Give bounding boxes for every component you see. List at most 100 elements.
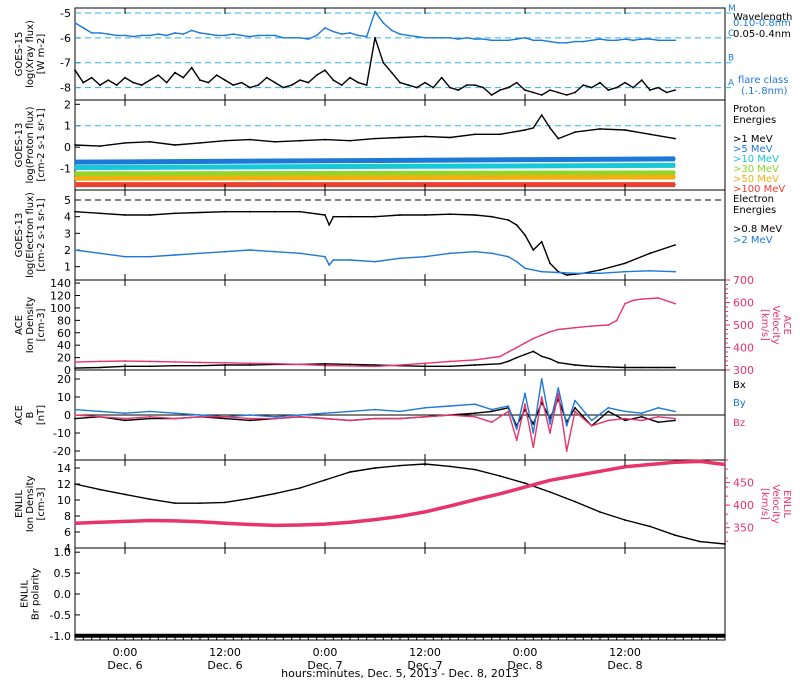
series-group	[74, 459, 726, 545]
data-point	[399, 464, 401, 467]
data-point	[324, 27, 326, 29]
data-point	[99, 521, 101, 524]
flare-level-label: B	[728, 54, 734, 64]
data-point	[540, 334, 543, 336]
x-tick-day: Dec. 8	[607, 659, 642, 672]
data-point	[499, 362, 501, 365]
y-tick-label: 2	[64, 244, 71, 257]
data-point	[424, 362, 426, 365]
data-point	[465, 84, 468, 86]
data-point	[607, 419, 610, 422]
data-point	[74, 483, 76, 485]
data-point	[557, 392, 560, 395]
data-point	[357, 34, 360, 37]
data-point	[282, 86, 285, 89]
data-point	[624, 270, 626, 273]
series-group	[74, 210, 676, 276]
data-point	[674, 534, 676, 537]
y-label-line: ENLIL	[14, 490, 25, 518]
data-point	[149, 519, 151, 522]
y-tick-label: -1	[60, 163, 71, 176]
y-tick-label: -6	[60, 32, 71, 45]
data-point	[432, 86, 435, 89]
data-point	[607, 39, 610, 42]
data-point	[457, 89, 460, 91]
data-point	[449, 136, 451, 139]
y-label-line: [W m-2]	[36, 34, 47, 75]
legend-title: Electron	[733, 194, 774, 205]
data-point	[349, 471, 351, 473]
y-axis-label: ENLIL Br polarity	[20, 568, 42, 620]
data-point	[199, 364, 201, 367]
data-point	[190, 29, 193, 32]
data-point	[474, 412, 476, 415]
data-point	[699, 540, 701, 543]
legend-title: Proton	[733, 104, 765, 115]
data-point	[624, 419, 626, 422]
data-point	[140, 84, 143, 86]
data-point	[532, 39, 535, 42]
y-tick-label: 100	[50, 302, 71, 315]
legend-entry: >2 MeV	[733, 235, 773, 246]
data-point	[649, 38, 651, 40]
data-point	[449, 36, 451, 39]
data-point	[357, 81, 360, 84]
data-point	[182, 76, 185, 79]
data-point	[490, 408, 493, 411]
series-group	[74, 114, 676, 188]
data-point	[549, 432, 551, 434]
data-point	[124, 34, 126, 37]
data-point	[557, 328, 560, 331]
data-point	[74, 361, 76, 363]
data-point	[557, 271, 560, 274]
y-label-line: GOES-13	[14, 123, 25, 168]
data-point	[674, 302, 676, 305]
data-point	[124, 255, 126, 258]
data-point	[507, 219, 510, 221]
data-point	[274, 492, 276, 495]
data-point	[415, 86, 418, 89]
data-point	[524, 403, 526, 406]
data-point	[657, 297, 660, 299]
panel-frame	[74, 7, 726, 101]
data-point	[249, 417, 251, 420]
y-tick-label: 4	[64, 542, 71, 555]
data-point	[324, 412, 326, 415]
data-point	[349, 215, 351, 218]
y-tick-label: 3	[64, 227, 71, 240]
y-tick-label: 10	[57, 391, 71, 404]
y-tick-label: 1.0	[54, 546, 72, 559]
data-point	[374, 518, 376, 521]
y-tick-label: 1	[64, 120, 71, 133]
data-point	[324, 523, 326, 525]
data-point	[365, 84, 368, 86]
data-point	[124, 520, 126, 523]
series-group	[74, 378, 676, 452]
data-point	[249, 138, 251, 141]
data-point	[449, 252, 451, 255]
data-point	[74, 183, 76, 186]
data-point	[640, 38, 643, 40]
data-point	[540, 114, 543, 116]
data-point	[424, 36, 426, 39]
y-tick-label: 80	[57, 314, 71, 327]
data-point	[324, 479, 326, 481]
data-point	[474, 214, 476, 216]
data-point	[449, 86, 451, 89]
data-point	[132, 81, 135, 84]
legend-entry: >1 MeV	[733, 134, 773, 145]
data-point	[474, 415, 476, 418]
data-point	[624, 262, 626, 265]
data-point	[299, 139, 301, 142]
y-label-right-line: Velocity	[770, 305, 781, 344]
y-label-line: [cm-3]	[36, 308, 47, 341]
data-point	[524, 482, 526, 485]
data-point	[257, 84, 260, 86]
data-point	[499, 133, 501, 136]
data-point	[632, 299, 635, 302]
data-point	[449, 505, 451, 507]
data-point	[99, 410, 101, 413]
data-point	[532, 127, 535, 129]
x-tick-day: Dec. 8	[507, 659, 542, 672]
